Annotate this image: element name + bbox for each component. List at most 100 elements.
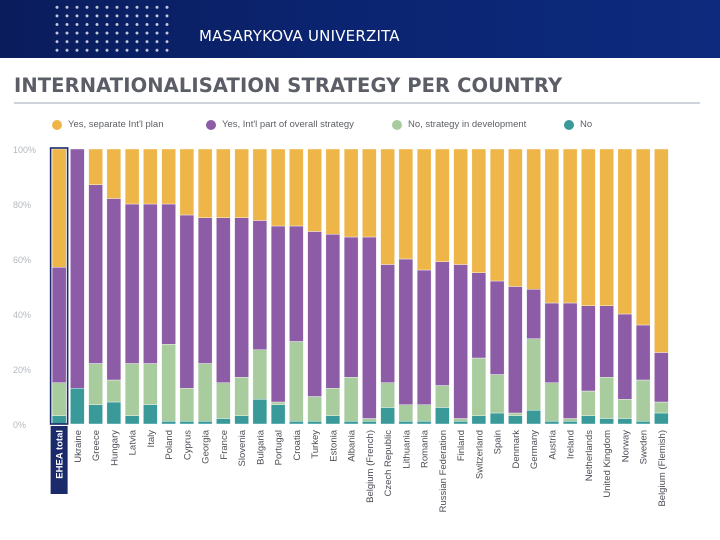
bar-segment: [216, 418, 231, 425]
bar-segment: [471, 148, 487, 273]
bar-segment: [526, 410, 541, 425]
bar-segment: [343, 236, 359, 378]
x-tick-label: France: [219, 430, 230, 460]
bar-segment: [70, 148, 85, 389]
bar-segment: [471, 357, 487, 416]
bar-segment: [654, 352, 669, 403]
y-tick-label: 40%: [13, 310, 31, 320]
bar-segment: [234, 415, 249, 425]
bar-segment: [362, 148, 377, 238]
bar-segment: [197, 148, 213, 218]
bar-segment: [143, 363, 158, 405]
bar-segment: [635, 379, 651, 422]
bar-segment: [124, 148, 140, 205]
bar-segment: [197, 363, 213, 422]
bar-segment: [179, 421, 195, 425]
bar-segment: [398, 404, 414, 422]
bar-segment: [307, 231, 322, 397]
bar-segment: [88, 184, 103, 364]
x-tick-label: Latvia: [128, 429, 139, 455]
bar-segment: [252, 399, 268, 425]
bar-segment: [143, 404, 158, 425]
bar-segment: [380, 382, 395, 408]
bar-segment: [526, 338, 541, 411]
title-divider: [14, 102, 700, 104]
y-tick-label: 80%: [13, 200, 31, 210]
bar-segment: [435, 407, 450, 425]
x-tick-label: Georgia: [201, 429, 212, 464]
bar-segment: [526, 148, 541, 290]
bar-segment: [106, 148, 122, 199]
bar-segment: [270, 401, 286, 405]
bar-segment: [617, 399, 633, 419]
bar-segment: [508, 286, 523, 414]
chart-title: INTERNATIONALISATION STRATEGY PER COUNTR…: [14, 74, 563, 97]
x-tick-label: Czech Republic: [383, 430, 394, 497]
bar-segment: [581, 305, 596, 392]
bar-segment: [197, 217, 213, 364]
x-tick-label: Cyprus: [182, 430, 193, 460]
bar-segment: [599, 418, 614, 425]
bar-segment: [453, 264, 468, 419]
x-tick-label: Turkey: [310, 430, 321, 459]
legend-label: Yes, Int'l part of overall strategy: [222, 119, 354, 130]
bar-segment: [343, 421, 359, 425]
bar-segment: [307, 148, 322, 232]
bar-segment: [654, 401, 669, 414]
bar-segment: [453, 418, 468, 422]
bar-segment: [51, 267, 67, 383]
bar-segment: [508, 415, 523, 425]
bar-segment: [51, 415, 67, 425]
bar-segment: [526, 289, 541, 339]
bar-segment: [599, 377, 614, 419]
bar-segment: [654, 412, 669, 425]
bar-segment: [270, 148, 286, 227]
bar-segment: [307, 396, 322, 422]
bar-segment: [161, 421, 176, 425]
bar-segment: [325, 148, 341, 235]
university-name: MASARYKOVA UNIVERZITA: [199, 27, 400, 45]
bar-segment: [124, 363, 140, 416]
bar-segment: [216, 382, 231, 419]
bar-segment: [289, 225, 304, 342]
bar-segment: [416, 404, 432, 422]
bar-segment: [252, 349, 268, 400]
bar-segment: [289, 341, 304, 422]
legend-label: Yes, separate Int'l plan: [68, 119, 164, 130]
x-tick-label: Estonia: [328, 429, 339, 461]
x-tick-label: Poland: [164, 430, 175, 460]
bar-segment: [70, 388, 85, 425]
bar-segment: [216, 217, 231, 383]
x-tick-label: Netherlands: [584, 430, 595, 481]
bar-segment: [252, 220, 268, 350]
x-tick-label: Germany: [529, 430, 540, 469]
x-tick-label: Bulgaria: [255, 429, 266, 465]
bar-segment: [654, 148, 669, 353]
bar-segment: [325, 234, 341, 389]
legend-item: Yes, separate Int'l plan: [52, 119, 163, 130]
bar-segment: [343, 377, 359, 422]
x-tick-label: Portugal: [274, 430, 285, 465]
bar-segment: [124, 203, 140, 364]
bar-segment: [143, 148, 158, 205]
y-tick-label: 60%: [13, 255, 31, 265]
bar-segment: [617, 148, 633, 315]
bar-segment: [489, 148, 505, 282]
university-logo-dot-grid: [52, 3, 170, 55]
bar-segment: [307, 421, 322, 425]
bar-segment: [106, 379, 122, 403]
bar-segment: [380, 407, 395, 425]
bar-segment: [88, 148, 103, 185]
x-tick-label: Norway: [620, 430, 631, 462]
bar-segment: [562, 302, 578, 419]
bar-segment: [252, 148, 268, 221]
bar-segment: [581, 148, 596, 306]
bar-segment: [289, 421, 304, 425]
bar-segment: [325, 388, 341, 416]
bar-segment: [179, 214, 195, 389]
legend-item: No: [564, 119, 592, 130]
bar-segment: [398, 421, 414, 425]
x-tick-label: Finland: [456, 430, 467, 461]
bar-segment: [508, 412, 523, 416]
y-tick-label: 100%: [13, 145, 36, 155]
